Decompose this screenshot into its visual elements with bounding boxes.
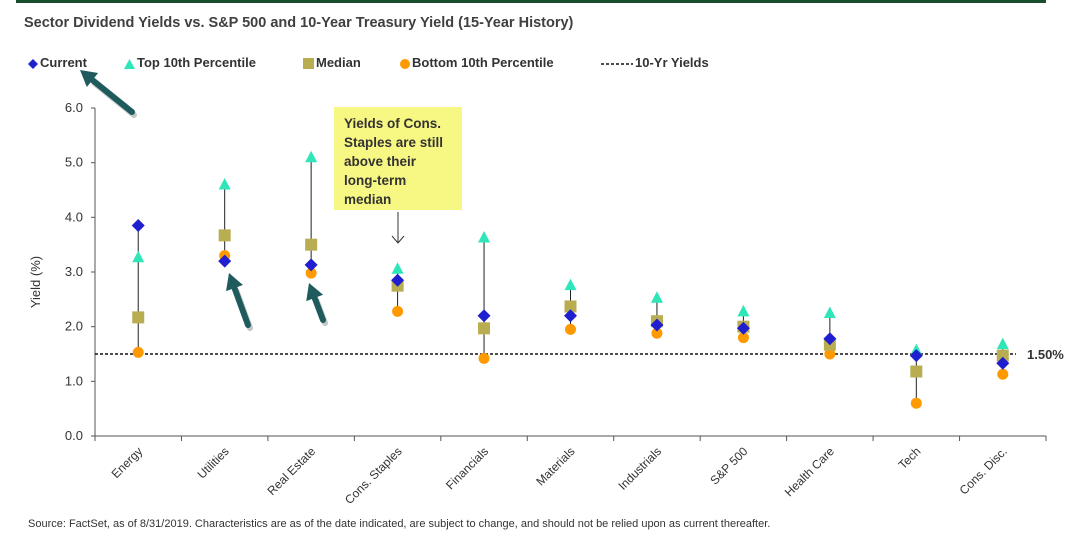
reference-line-group: 1.50% [95, 347, 1064, 362]
callout-box: Yields of Cons. Staples are still above … [334, 107, 462, 210]
category-label: Cons. Disc. [957, 444, 1010, 497]
category-label: Financials [443, 444, 491, 492]
bottom-percentile-point [651, 327, 663, 339]
category-label: Cons. Staples [342, 444, 405, 507]
category-label: S&P 500 [707, 444, 750, 487]
current-point [736, 321, 750, 335]
circle-marker-icon [400, 58, 410, 69]
legend-label-bottom: Bottom 10th Percentile [412, 55, 554, 70]
square-marker-icon [303, 58, 314, 70]
top-percentile-point [650, 291, 663, 303]
current-point [304, 258, 318, 272]
median-point [305, 238, 318, 251]
bottom-percentile-point [478, 352, 490, 364]
top-percentile-point [391, 262, 404, 274]
median-point [996, 349, 1009, 362]
current-point [218, 254, 232, 268]
category-label: Utilities [195, 444, 232, 481]
callout-pointer-head [391, 235, 405, 244]
current-point [131, 219, 145, 233]
highlight-arrows [80, 70, 405, 331]
top-percentile-point [132, 250, 145, 263]
y-tick-label: 3.0 [65, 264, 83, 279]
legend-label-current: Current [40, 55, 87, 70]
legend-item-bottom: Bottom 10th Percentile [400, 55, 554, 70]
category-label: Real Estate [264, 444, 318, 498]
legend-arrow-icon-shaft [89, 77, 135, 115]
category-label: Industrials [615, 444, 664, 493]
top-percentile-point [478, 231, 491, 243]
median-point [564, 300, 577, 313]
median-point [132, 311, 145, 324]
current-point [564, 309, 577, 323]
top-percentile-point [218, 178, 231, 190]
category-label: Tech [896, 444, 924, 472]
current-point [391, 273, 405, 287]
category-label: Materials [533, 444, 577, 488]
bottom-percentile-point [824, 348, 836, 360]
source-note: Source: FactSet, as of 8/31/2019. Charac… [28, 518, 771, 530]
top-percentile-point [305, 150, 318, 163]
top-percentile-point [564, 278, 577, 291]
triangle-marker-icon [124, 58, 135, 69]
bottom-percentile-point [392, 305, 404, 317]
diamond-marker-icon [28, 58, 38, 69]
legend-item-top: Top 10th Percentile [124, 55, 256, 70]
category-label: Health Care [782, 444, 837, 499]
current-point [477, 309, 491, 323]
legend-arrow-icon-head [80, 70, 99, 88]
y-tick-label: 0.0 [65, 428, 83, 443]
bottom-percentile-point [305, 267, 317, 279]
y-tick-label: 2.0 [65, 319, 83, 334]
legend-label-top: Top 10th Percentile [137, 55, 256, 70]
y-tick-label: 1.0 [65, 373, 83, 388]
current-point [996, 356, 1010, 370]
bottom-percentile-point [910, 397, 922, 409]
category-label: Energy [109, 444, 146, 481]
bottom-percentile-point [737, 332, 749, 344]
top-percentile-point [823, 306, 836, 318]
top-percentile-point [737, 304, 750, 317]
current-point [823, 332, 837, 346]
legend-item-median: Median [303, 55, 361, 70]
legend-label-ten-yr: 10-Yr Yields [635, 55, 709, 70]
y-tick-label: 4.0 [65, 209, 83, 224]
data-marks [131, 150, 1010, 409]
y-axis-title: Yield (%) [28, 256, 43, 308]
bottom-percentile-point [997, 368, 1009, 380]
top-percentile-point [996, 337, 1009, 350]
top-accent-bar [16, 0, 1046, 3]
ten-yr-yield-label: 1.50% [1027, 347, 1064, 362]
category-labels: Energy Utilities Real Estate Cons. Staples F… [109, 444, 1010, 507]
median-point [218, 229, 231, 242]
y-tick-label: 6.0 [65, 100, 83, 115]
utilities-arrow-icon-shaft [231, 285, 251, 328]
y-tick-label: 5.0 [65, 155, 83, 170]
chart-title: Sector Dividend Yields vs. S&P 500 and 1… [24, 15, 574, 31]
utilities-arrow-icon-head [226, 273, 243, 292]
real-estate-arrow-icon-shaft [311, 294, 326, 323]
current-point [650, 318, 664, 332]
real-estate-arrow-icon-head [306, 283, 324, 302]
median-point [478, 322, 491, 335]
median-point [910, 365, 923, 378]
dashed-line-icon [601, 62, 633, 65]
legend-label-median: Median [316, 55, 361, 70]
current-point [909, 349, 923, 363]
legend-item-ten-yr: 10-Yr Yields [601, 55, 709, 70]
bottom-percentile-point [565, 323, 576, 335]
axes: 0.0 1.0 2.0 3.0 4.0 5.0 6.0 Yield (%) [28, 100, 1047, 443]
legend-item-current: Current [28, 55, 87, 70]
bottom-percentile-point [132, 346, 144, 358]
